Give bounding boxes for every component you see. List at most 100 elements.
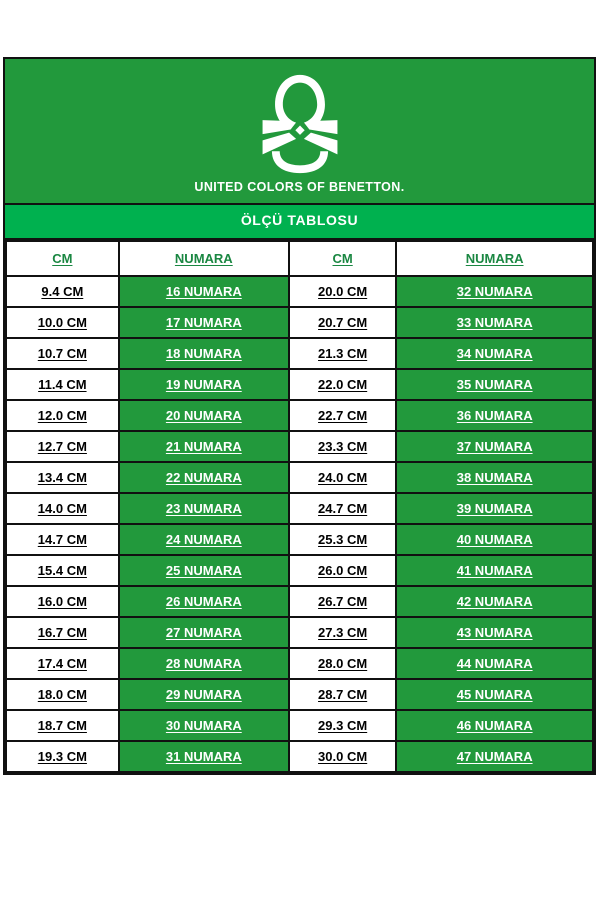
cell-value: 26.7 CM — [318, 593, 368, 609]
table-cell-numara: 38 NUMARA — [395, 461, 594, 494]
cell-value: 14.7 CM — [37, 531, 87, 547]
table-row: 10.7 CM 18 NUMARA 21.3 CM 34 NUMARA — [5, 337, 594, 370]
table-cell-cm: 16.0 CM — [5, 585, 120, 618]
table-cell-cm: 11.4 CM — [5, 368, 120, 401]
cell-value: 44 NUMARA — [456, 655, 533, 671]
table-cell-cm: 28.0 CM — [287, 647, 398, 680]
cell-value: 41 NUMARA — [456, 562, 533, 578]
table-cell-numara: 37 NUMARA — [395, 430, 594, 463]
table-cell-numara: 30 NUMARA — [117, 709, 290, 742]
table-cell-numara: 31 NUMARA — [117, 740, 290, 773]
cell-value: 16.7 CM — [37, 624, 87, 640]
column-header-label: NUMARA — [174, 250, 233, 266]
table-cell-numara: 39 NUMARA — [395, 492, 594, 525]
table-cell-numara: 42 NUMARA — [395, 585, 594, 618]
cell-value: 24.7 CM — [318, 500, 368, 516]
cell-value: 14.0 CM — [37, 500, 87, 516]
cell-value: 28.7 CM — [318, 686, 368, 702]
cell-value: 9.4 CM — [41, 283, 84, 299]
cell-value: 23 NUMARA — [165, 500, 242, 516]
table-cell-numara: 45 NUMARA — [395, 678, 594, 711]
table-cell-cm: 12.0 CM — [5, 399, 120, 432]
cell-value: 28 NUMARA — [165, 655, 242, 671]
table-row: 13.4 CM 22 NUMARA 24.0 CM 38 NUMARA — [5, 461, 594, 494]
cell-value: 12.0 CM — [37, 407, 87, 423]
table-cell-numara: 20 NUMARA — [117, 399, 290, 432]
cell-value: 37 NUMARA — [456, 438, 533, 454]
table-cell-cm: 29.3 CM — [287, 709, 398, 742]
table-cell-cm: 30.0 CM — [287, 740, 398, 773]
cell-value: 16.0 CM — [37, 593, 87, 609]
cell-value: 18 NUMARA — [165, 345, 242, 361]
table-row: 12.0 CM 20 NUMARA 22.7 CM 36 NUMARA — [5, 399, 594, 432]
cell-value: 39 NUMARA — [456, 500, 533, 516]
table-cell-numara: 32 NUMARA — [395, 275, 594, 308]
table-cell-numara: 34 NUMARA — [395, 337, 594, 370]
table-cell-numara: 47 NUMARA — [395, 740, 594, 773]
table-cell-cm: 13.4 CM — [5, 461, 120, 494]
cell-value: 20.0 CM — [318, 283, 368, 299]
cell-value: 19 NUMARA — [165, 376, 242, 392]
table-cell-cm: 10.7 CM — [5, 337, 120, 370]
cell-value: 13.4 CM — [37, 469, 87, 485]
table-row: 14.7 CM 24 NUMARA 25.3 CM 40 NUMARA — [5, 523, 594, 556]
cell-value: 30 NUMARA — [165, 717, 242, 733]
table-row: 18.0 CM 29 NUMARA 28.7 CM 45 NUMARA — [5, 678, 594, 711]
table-body: 9.4 CM 16 NUMARA 20.0 CM 32 NUMARA 10.0 CM 17… — [5, 275, 594, 773]
table-row: 15.4 CM 25 NUMARA 26.0 CM 41 NUMARA — [5, 554, 594, 587]
cell-value: 27 NUMARA — [165, 624, 242, 640]
cell-value: 15.4 CM — [37, 562, 87, 578]
table-cell-cm: 23.3 CM — [287, 430, 398, 463]
cell-value: 17.4 CM — [37, 655, 87, 671]
cell-value: 27.3 CM — [318, 624, 368, 640]
cell-value: 22.0 CM — [318, 376, 368, 392]
table-cell-cm: 17.4 CM — [5, 647, 120, 680]
cell-value: 11.4 CM — [38, 376, 87, 392]
cell-value: 31 NUMARA — [165, 748, 242, 764]
table-cell-numara: 27 NUMARA — [117, 616, 290, 649]
table-cell-cm: 20.7 CM — [287, 306, 398, 339]
table-cell-cm: 19.3 CM — [5, 740, 120, 773]
cell-value: 35 NUMARA — [456, 376, 533, 392]
cell-value: 18.0 CM — [37, 686, 87, 702]
table-cell-numara: 24 NUMARA — [117, 523, 290, 556]
cell-value: 21.3 CM — [318, 345, 368, 361]
table-row: 9.4 CM 16 NUMARA 20.0 CM 32 NUMARA — [5, 275, 594, 308]
table-cell-cm: 27.3 CM — [287, 616, 398, 649]
cell-value: 30.0 CM — [318, 748, 368, 764]
table-row: 18.7 CM 30 NUMARA 29.3 CM 46 NUMARA — [5, 709, 594, 742]
table-cell-cm: 12.7 CM — [5, 430, 120, 463]
table-cell-numara: 28 NUMARA — [117, 647, 290, 680]
cell-value: 10.0 CM — [37, 314, 87, 330]
size-chart-card: UNITED COLORS OF BENETTON. ÖLÇÜ TABLOSU … — [3, 57, 596, 775]
table-header-row: CM NUMARA CM NUMARA — [5, 240, 594, 277]
table-cell-numara: 33 NUMARA — [395, 306, 594, 339]
column-header-label: CM — [332, 250, 353, 266]
table-cell-cm: 20.0 CM — [287, 275, 398, 308]
cell-value: 16 NUMARA — [165, 283, 242, 299]
cell-value: 29.3 CM — [318, 717, 368, 733]
cell-value: 17 NUMARA — [165, 314, 242, 330]
table-cell-cm: 22.0 CM — [287, 368, 398, 401]
cell-value: 42 NUMARA — [456, 593, 533, 609]
table-cell-numara: 22 NUMARA — [117, 461, 290, 494]
table-row: 12.7 CM 21 NUMARA 23.3 CM 37 NUMARA — [5, 430, 594, 463]
cell-value: 43 NUMARA — [456, 624, 533, 640]
table-cell-numara: 23 NUMARA — [117, 492, 290, 525]
cell-value: 18.7 CM — [37, 717, 87, 733]
brand-header-panel: UNITED COLORS OF BENETTON. — [5, 59, 594, 205]
cell-value: 25.3 CM — [318, 531, 368, 547]
cell-value: 22.7 CM — [318, 407, 368, 423]
table-cell-numara: 36 NUMARA — [395, 399, 594, 432]
column-header-cm-1: CM — [5, 240, 120, 277]
benetton-knot-logo-icon — [262, 74, 337, 174]
table-row: 10.0 CM 17 NUMARA 20.7 CM 33 NUMARA — [5, 306, 594, 339]
table-cell-numara: 21 NUMARA — [117, 430, 290, 463]
table-cell-numara: 41 NUMARA — [395, 554, 594, 587]
table-cell-numara: 25 NUMARA — [117, 554, 290, 587]
cell-value: 23.3 CM — [318, 438, 368, 454]
table-cell-cm: 10.0 CM — [5, 306, 120, 339]
table-cell-numara: 18 NUMARA — [117, 337, 290, 370]
cell-value: 46 NUMARA — [456, 717, 533, 733]
